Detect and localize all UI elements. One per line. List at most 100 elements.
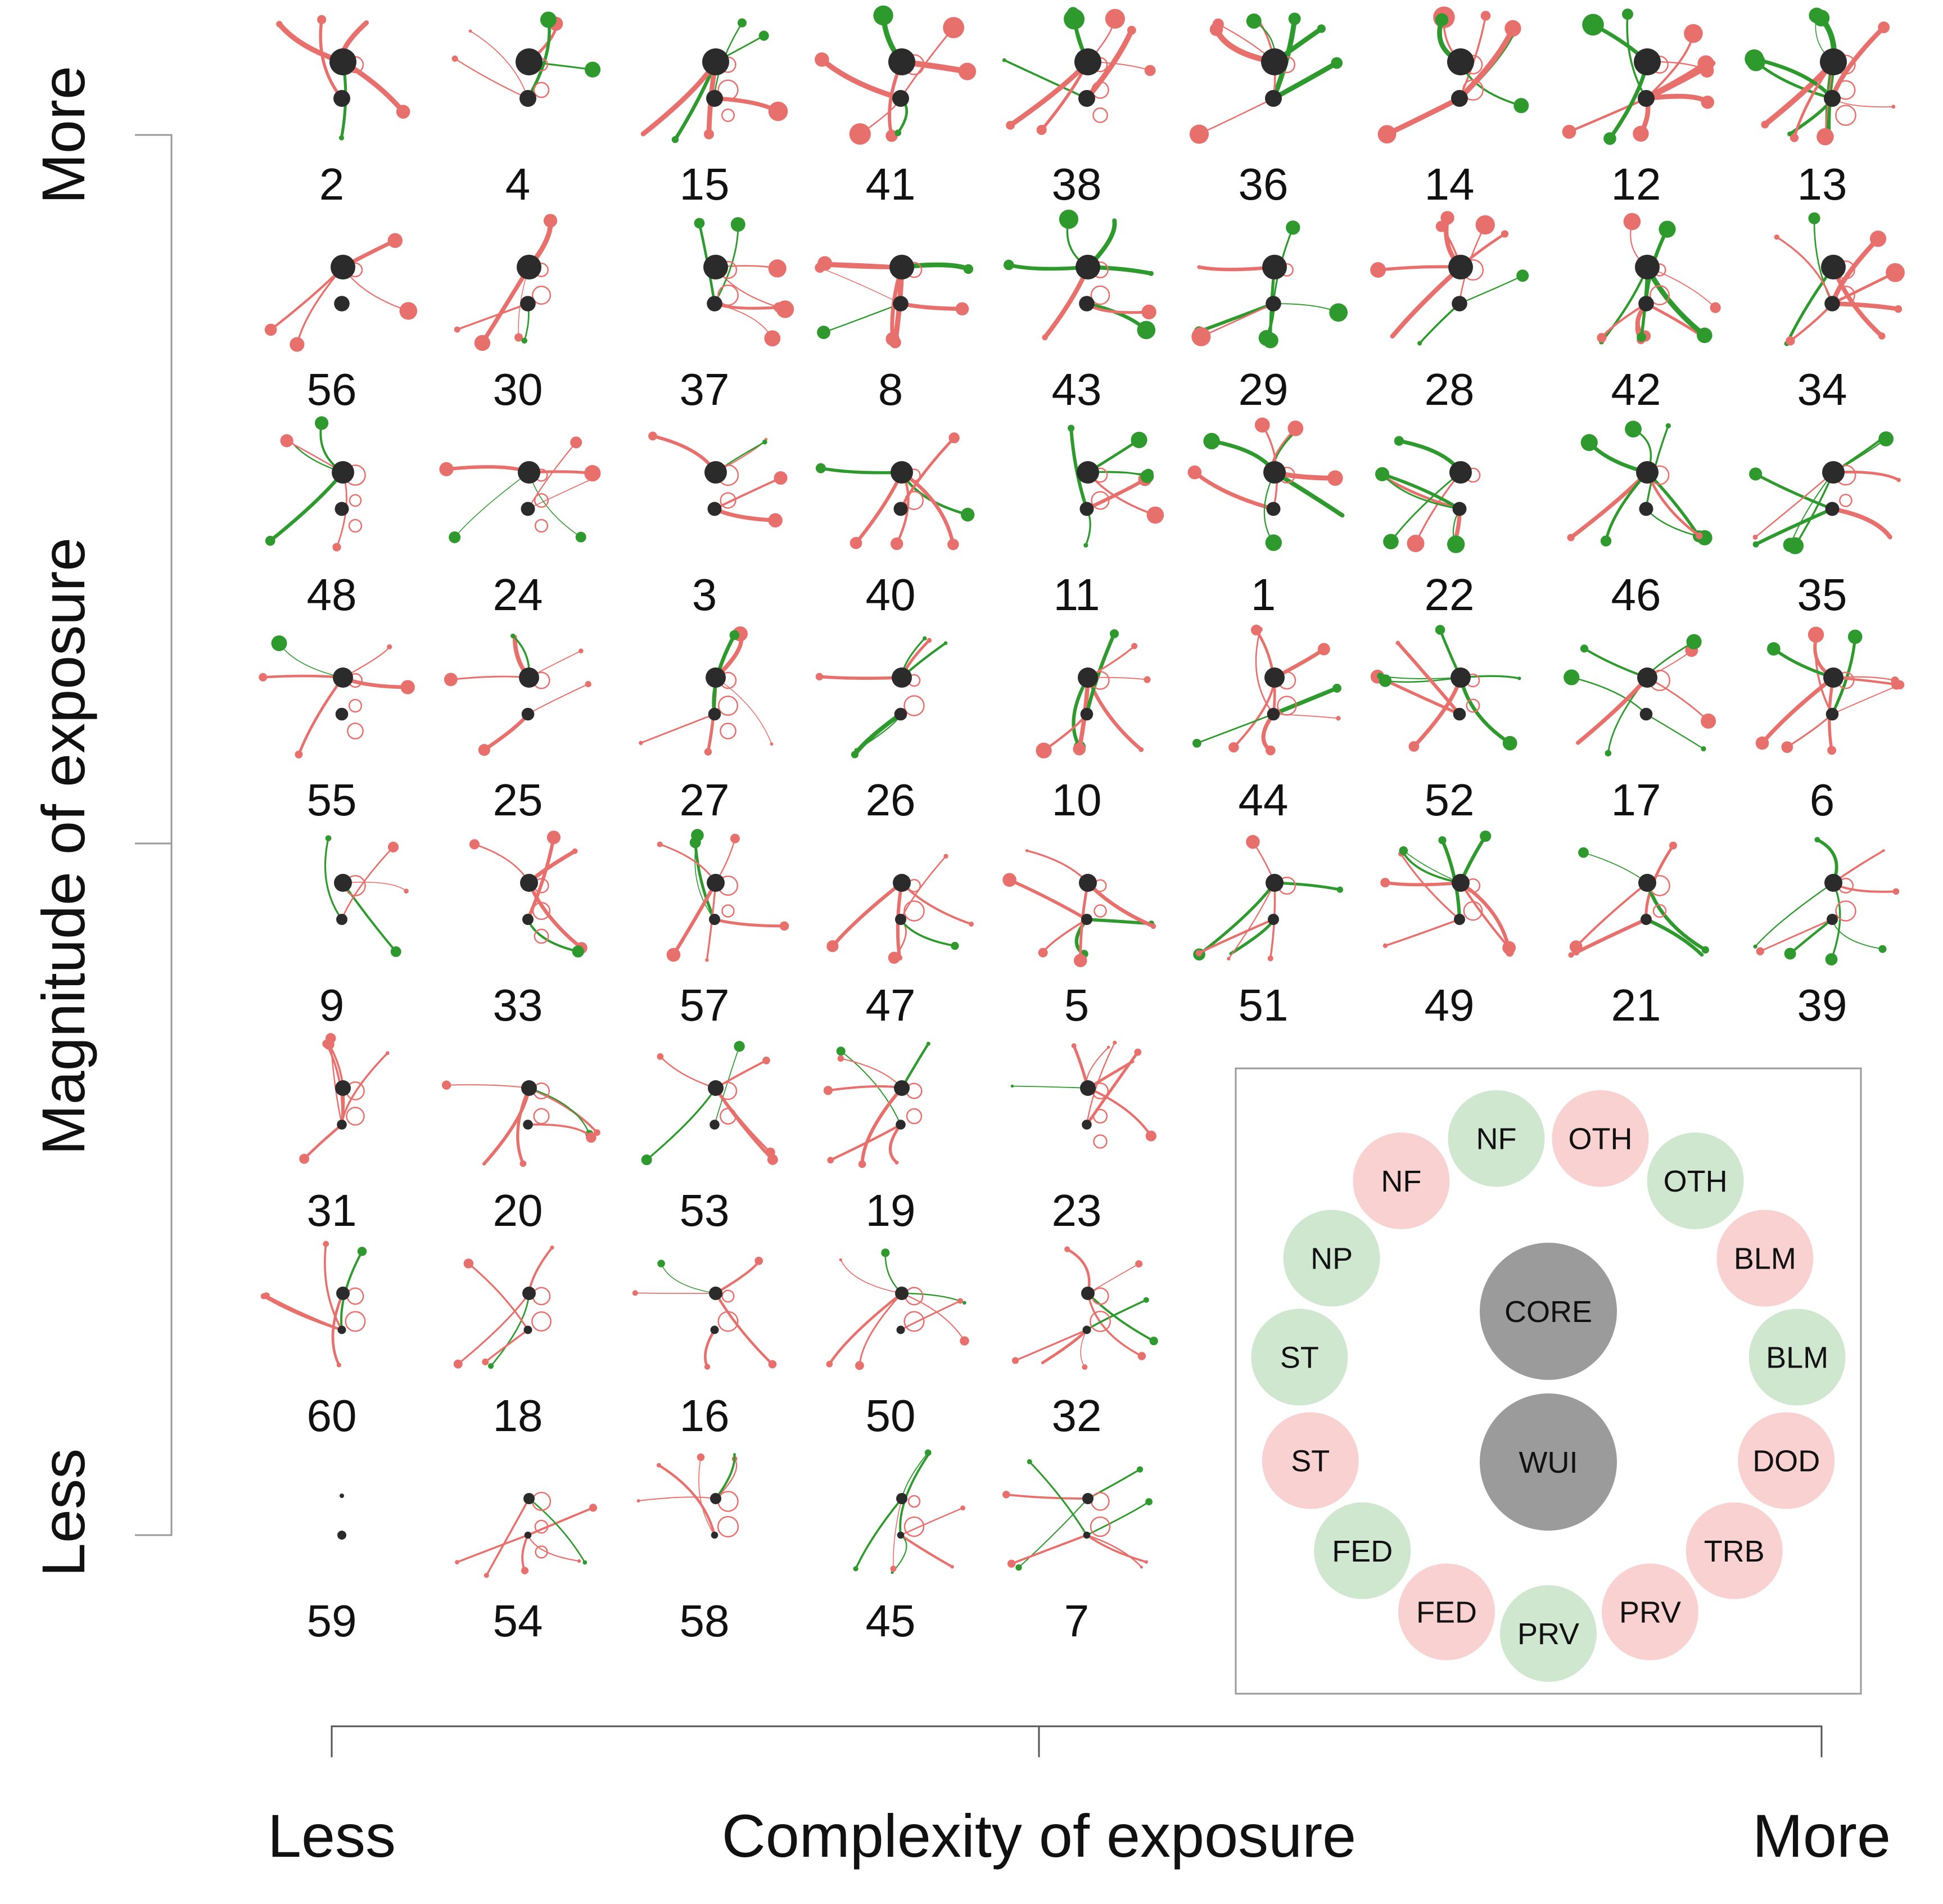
legend-node-circle (1748, 1309, 1846, 1406)
red-endpoint-node (463, 1258, 474, 1269)
red-endpoint-node (705, 958, 709, 962)
red-endpoint-node (1710, 61, 1715, 65)
green-endpoint-node (338, 135, 345, 141)
green-endpoint-node (1480, 830, 1492, 842)
network-glyph: 57 (657, 829, 789, 1030)
green-edge (1644, 264, 1707, 338)
legend-node-label: FED (1332, 1535, 1393, 1568)
red-endpoint-node (280, 434, 293, 448)
green-endpoint-node (1246, 13, 1262, 29)
x-axis-left-label: Less (268, 1802, 396, 1870)
red-edge (454, 58, 529, 100)
self-loop (1092, 107, 1108, 123)
red-edge (527, 881, 584, 950)
edge-group (1189, 12, 1343, 144)
red-edge (900, 1300, 961, 1331)
red-endpoint-node (1227, 956, 1231, 961)
core-node (891, 461, 913, 484)
red-endpoint-node (948, 432, 960, 444)
network-glyph: 11 (1053, 425, 1164, 620)
green-endpoint-node (1110, 629, 1119, 638)
legend-node-st-green: ST (1251, 1309, 1348, 1406)
red-edge (1087, 1292, 1143, 1357)
red-edge (527, 1123, 593, 1139)
wui-node (1268, 914, 1279, 925)
wui-node (706, 90, 723, 107)
y-axis: More Magnitude of exposure Less (29, 66, 173, 1577)
green-edge (1583, 647, 1648, 679)
green-edge (528, 1497, 586, 1563)
red-endpoint-node (400, 680, 415, 694)
red-endpoint-node (1669, 841, 1678, 850)
red-endpoint-node (648, 431, 657, 441)
edge-group (1191, 220, 1348, 349)
red-endpoint-node (1597, 333, 1607, 343)
red-endpoint-node (762, 1057, 770, 1064)
red-endpoint-node (1752, 534, 1758, 540)
red-edge (527, 1086, 598, 1134)
red-endpoint-node (1891, 679, 1902, 690)
self-loop (349, 494, 362, 507)
wui-node (336, 914, 347, 925)
edge-group (632, 1256, 777, 1370)
core-node (329, 48, 356, 75)
green-endpoint-node (449, 531, 461, 543)
edge-group (1002, 849, 1156, 967)
self-loop (534, 928, 549, 944)
edge-group (1370, 211, 1529, 346)
self-loop (1839, 494, 1852, 507)
green-endpoint-node (734, 1041, 745, 1052)
green-edge (1645, 713, 1705, 750)
red-endpoint-node (704, 1364, 711, 1370)
wui-node (1081, 914, 1092, 925)
green-endpoint-node (733, 1453, 736, 1456)
network-id-label: 13 (1797, 159, 1847, 209)
wui-node (523, 1325, 532, 1334)
green-edge (1380, 675, 1461, 679)
network-glyph: 41 (815, 5, 977, 209)
green-edge (1085, 631, 1117, 716)
green-endpoint-node (657, 1260, 665, 1267)
red-endpoint-node (1327, 470, 1343, 486)
network-glyph: 3 (648, 431, 788, 620)
network-glyph: 17 (1564, 634, 1716, 825)
self-loop (1090, 1516, 1111, 1537)
network-id-label: 54 (493, 1596, 543, 1646)
red-endpoint-node (1038, 948, 1048, 958)
network-glyph: 52 (1370, 625, 1521, 825)
red-edge (817, 675, 903, 680)
red-endpoint-node (1146, 506, 1164, 524)
red-endpoint-node (584, 465, 601, 482)
red-endpoint-node (478, 744, 490, 756)
network-glyph: 51 (1193, 834, 1344, 1030)
green-edge (454, 472, 530, 538)
wui-node (893, 502, 908, 516)
red-endpoint-node (1869, 230, 1887, 247)
green-endpoint-node (1517, 676, 1521, 680)
edge-group (1377, 6, 1529, 144)
edge-group (815, 636, 948, 759)
network-glyph: 50 (826, 1248, 969, 1441)
green-edge (715, 1453, 736, 1500)
red-endpoint-node (1786, 336, 1795, 346)
red-endpoint-node (943, 17, 965, 39)
red-endpoint-node (1195, 950, 1203, 956)
red-endpoint-node (1382, 943, 1388, 949)
x-axis: Less Complexity of exposure More (268, 1725, 1891, 1870)
wui-node (896, 1120, 906, 1130)
green-endpoint-node (1749, 467, 1763, 481)
green-edge (1790, 472, 1834, 546)
core-node (519, 667, 539, 688)
green-endpoint-node (510, 633, 516, 639)
network-glyph: 2 (276, 15, 410, 209)
red-endpoint-node (850, 536, 862, 549)
legend-node-circle (1738, 1412, 1835, 1509)
red-endpoint-node (1228, 742, 1239, 753)
red-endpoint-node (1623, 213, 1641, 231)
red-endpoint-node (482, 1162, 486, 1166)
green-endpoint-node (1578, 847, 1589, 858)
green-endpoint-node (1399, 846, 1408, 855)
network-id-label: 11 (1053, 570, 1100, 620)
network-glyph: 5 (1002, 849, 1156, 1030)
core-node (708, 1080, 724, 1096)
